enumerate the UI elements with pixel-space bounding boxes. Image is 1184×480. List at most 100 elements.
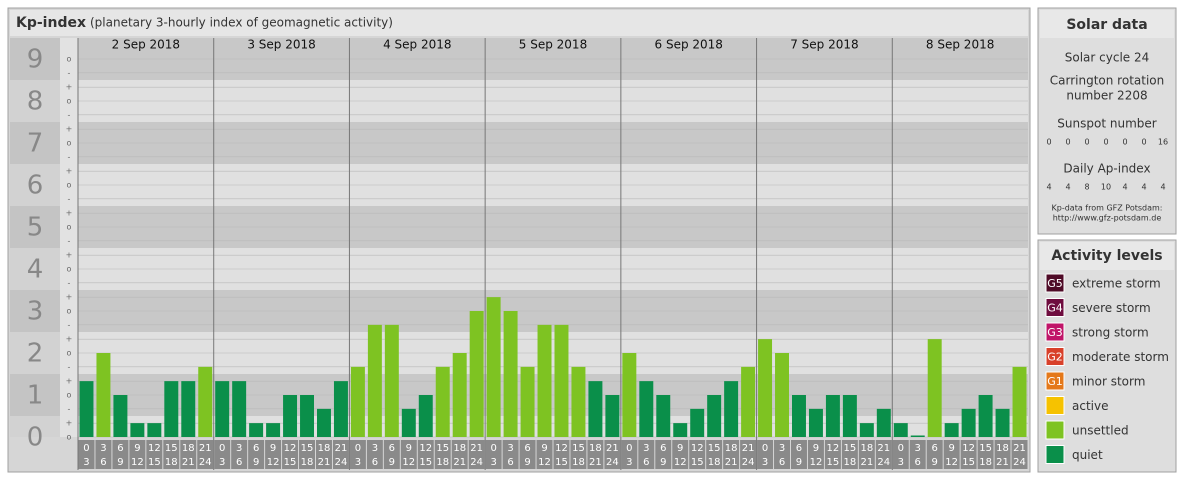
- hour-box: [332, 440, 349, 469]
- hour-label: 3: [762, 457, 768, 468]
- minor-band: [60, 416, 78, 437]
- bar: [79, 381, 94, 437]
- bar: [944, 423, 959, 437]
- minor-tick-label: -: [68, 236, 71, 245]
- hour-box: [383, 440, 400, 469]
- solar-panel: [1037, 7, 1177, 235]
- bar: [113, 395, 128, 437]
- label-band: [10, 164, 60, 206]
- hour-label: 9: [117, 457, 123, 468]
- legend-badge: G4: [1047, 302, 1063, 315]
- legend-swatch: [1045, 420, 1065, 440]
- bar: [1012, 366, 1027, 437]
- bar: [639, 381, 654, 437]
- hour-label: 0: [83, 443, 89, 454]
- legend-swatch: [1045, 322, 1065, 342]
- hour-box: [858, 440, 875, 469]
- hour-label: 18: [708, 457, 721, 468]
- day-label: 8 Sep 2018: [926, 38, 994, 52]
- minor-tick-label: o: [67, 265, 72, 274]
- hour-label: 15: [691, 457, 704, 468]
- hour-box: [570, 440, 587, 469]
- hour-label: 18: [318, 443, 331, 454]
- hour-box: [468, 440, 485, 469]
- hour-label: 15: [572, 443, 585, 454]
- hour-box: [78, 440, 95, 469]
- bar: [300, 395, 314, 437]
- minor-tick-label: o: [67, 55, 72, 64]
- hour-label: 12: [691, 443, 704, 454]
- hour-label: 21: [453, 457, 466, 468]
- hour-label: 12: [962, 443, 975, 454]
- hour-box: [791, 440, 807, 469]
- legend-label: active: [1072, 399, 1108, 413]
- hour-box: [926, 440, 943, 469]
- hour-label: 18: [182, 443, 195, 454]
- bar: [283, 395, 298, 437]
- hour-label: 12: [284, 443, 297, 454]
- hour-box: [197, 440, 214, 469]
- hour-box: [875, 440, 892, 469]
- bar: [452, 353, 467, 437]
- minor-band: [60, 332, 78, 374]
- legend-badge: G1: [1047, 375, 1063, 388]
- bar: [249, 423, 264, 437]
- hour-label: 9: [270, 443, 276, 454]
- hour-label: 12: [131, 457, 144, 468]
- sunspot-value: 0: [1046, 138, 1051, 147]
- label-band: [10, 80, 60, 122]
- hour-label: 0: [626, 443, 632, 454]
- hour-label: 24: [470, 457, 483, 468]
- minor-tick-label: +: [66, 419, 73, 428]
- hour-box: [774, 440, 790, 469]
- y-tick-label: 0: [27, 423, 44, 453]
- hour-label: 6: [389, 443, 395, 454]
- hour-label: 18: [979, 457, 992, 468]
- bar: [825, 395, 840, 437]
- sunspot-title: Sunspot number: [1057, 117, 1156, 131]
- hour-box: [824, 440, 841, 469]
- hour-label: 12: [810, 457, 823, 468]
- bar: [232, 381, 247, 437]
- hour-label: 3: [915, 443, 921, 454]
- label-band: [10, 290, 60, 332]
- bar: [96, 353, 111, 437]
- hour-box: [604, 440, 621, 469]
- hour-label: 15: [419, 457, 432, 468]
- hour-box: [519, 440, 536, 469]
- bar: [554, 324, 569, 437]
- minor-band: [60, 80, 78, 122]
- bar: [317, 408, 331, 437]
- hour-box: [672, 440, 689, 469]
- minor-tick-label: -: [68, 152, 71, 161]
- hour-label: 6: [524, 443, 530, 454]
- label-band: [10, 374, 60, 416]
- hour-box: [892, 440, 909, 469]
- minor-tick-label: o: [67, 349, 72, 358]
- day-label: 7 Sep 2018: [790, 38, 858, 52]
- ap-value: 4: [1065, 183, 1070, 192]
- hour-label: 3: [626, 457, 632, 468]
- minor-tick-label: o: [67, 307, 72, 316]
- hour-label: 9: [134, 443, 140, 454]
- minor-band: [60, 248, 78, 290]
- bar: [673, 423, 688, 437]
- hour-label: 18: [453, 443, 466, 454]
- hour-box: [909, 440, 926, 469]
- bar: [520, 366, 535, 437]
- hour-label: 12: [555, 443, 568, 454]
- legend-label: severe storm: [1072, 301, 1151, 315]
- hour-label: 12: [945, 457, 958, 468]
- hour-box: [214, 440, 231, 469]
- sunspot-value: 0: [1122, 138, 1127, 147]
- bar: [571, 366, 586, 437]
- ap-title: Daily Ap-index: [1063, 162, 1150, 176]
- hour-label: 3: [355, 457, 361, 468]
- hour-box: [231, 440, 248, 469]
- hour-label: 3: [507, 443, 513, 454]
- hour-label: 21: [589, 457, 602, 468]
- minor-tick-label: -: [68, 68, 71, 77]
- bar: [486, 297, 501, 437]
- hour-label: 18: [996, 443, 1009, 454]
- hour-box: [943, 440, 960, 469]
